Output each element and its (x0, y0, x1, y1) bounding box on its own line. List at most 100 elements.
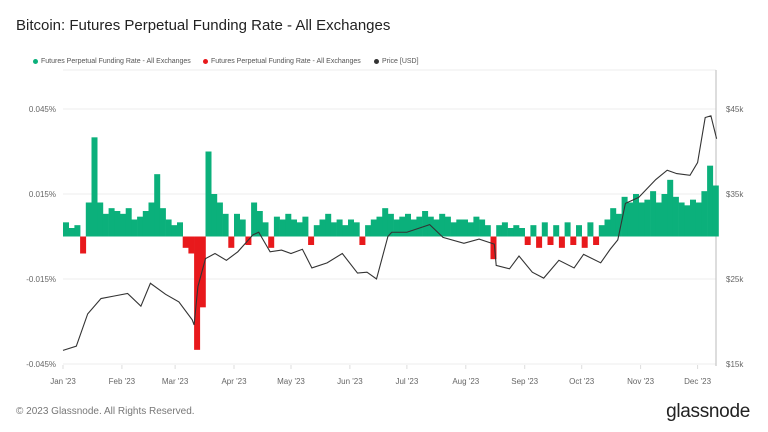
funding-bar-positive (302, 216, 309, 237)
funding-bar-positive (74, 225, 81, 237)
funding-bar-positive (638, 202, 645, 237)
funding-bar-positive (165, 219, 172, 237)
y-right-tick-label: $15k (726, 360, 744, 369)
funding-bar-positive (650, 191, 657, 237)
funding-bar-positive (291, 219, 297, 237)
funding-bar-positive (296, 222, 303, 237)
x-tick-label: Sep '23 (511, 377, 538, 386)
funding-bar-negative (359, 236, 366, 245)
funding-bar-positive (159, 208, 166, 237)
funding-bar-negative (188, 236, 195, 254)
funding-bar-positive (433, 219, 440, 237)
funding-bar-positive (450, 222, 457, 237)
legend-item-funding-negative[interactable]: Futures Perpetual Funding Rate - All Exc… (203, 58, 361, 65)
funding-bar-positive (382, 208, 389, 237)
funding-bar-positive (484, 225, 491, 237)
x-tick-label: Mar '23 (162, 377, 189, 386)
funding-bar-positive (439, 213, 446, 237)
legend-label: Futures Perpetual Funding Rate - All Exc… (41, 58, 191, 65)
funding-bar-positive (467, 222, 474, 237)
funding-bar-positive (251, 202, 258, 237)
legend-item-funding-positive[interactable]: Futures Perpetual Funding Rate - All Exc… (33, 58, 191, 65)
legend-label: Futures Perpetual Funding Rate - All Exc… (211, 58, 361, 65)
funding-bar-positive (519, 228, 525, 237)
funding-bar-positive (427, 216, 434, 237)
funding-bar-positive (501, 222, 508, 237)
x-tick-label: Oct '23 (569, 377, 595, 386)
funding-bar-positive (365, 225, 372, 237)
x-tick-label: Dec '23 (684, 377, 711, 386)
y-right-tick-label: $25k (726, 275, 744, 284)
funding-bar-positive (627, 202, 634, 237)
funding-bar-positive (285, 213, 292, 237)
funding-bar-negative (536, 236, 543, 248)
funding-bar-positive (370, 219, 377, 237)
funding-bar-negative (570, 236, 577, 245)
funding-bar-positive (273, 216, 280, 237)
funding-bar-positive (655, 202, 662, 237)
x-tick-label: Jun '23 (337, 377, 363, 386)
funding-bar-positive (137, 216, 144, 237)
y-left-tick-label: -0.045% (26, 360, 56, 369)
funding-bar-positive (393, 219, 400, 237)
funding-bar-positive (712, 185, 719, 237)
funding-bar-positive (120, 213, 126, 237)
funding-bar-positive (479, 219, 486, 237)
funding-bar-positive (256, 211, 263, 237)
y-left-tick-label: 0.015% (29, 190, 56, 199)
funding-bar-positive (91, 137, 98, 237)
x-tick-label: Jul '23 (395, 377, 418, 386)
x-tick-label: Apr '23 (221, 377, 247, 386)
funding-bar-positive (63, 222, 69, 237)
funding-bar-negative (228, 236, 235, 248)
funding-bar-positive (661, 194, 668, 237)
funding-bar-positive (399, 216, 406, 237)
funding-bar-positive (633, 194, 639, 237)
chart-title: Bitcoin: Futures Perpetual Funding Rate … (16, 17, 391, 34)
funding-bar-negative (558, 236, 565, 248)
funding-bar-positive (154, 174, 161, 237)
funding-bar-positive (621, 196, 628, 237)
x-tick-label: Nov '23 (627, 377, 654, 386)
funding-bar-positive (376, 216, 383, 237)
legend-label: Price [USD] (382, 58, 419, 65)
funding-bar-positive (564, 222, 571, 237)
funding-bar-positive (598, 225, 605, 237)
funding-bar-positive (422, 211, 429, 237)
funding-bar-positive (353, 222, 360, 237)
funding-bar-positive (604, 219, 611, 237)
funding-bar-negative (80, 236, 87, 254)
funding-bar-positive (313, 225, 320, 237)
y-left-tick-label: -0.015% (26, 275, 56, 284)
funding-bar-positive (216, 202, 223, 237)
funding-bar-positive (68, 228, 75, 237)
funding-bar-positive (330, 222, 337, 237)
funding-bar-positive (148, 202, 155, 237)
glassnode-logo: glassnode (666, 401, 750, 422)
funding-bar-positive (444, 216, 451, 237)
funding-bar-positive (85, 202, 92, 237)
funding-bar-positive (462, 219, 468, 237)
x-tick-label: May '23 (277, 377, 305, 386)
funding-bar-positive (507, 228, 514, 237)
funding-bar-positive (701, 191, 708, 237)
funding-bar-positive (513, 225, 520, 237)
funding-bar-positive (473, 216, 480, 237)
funding-bar-positive (205, 151, 212, 237)
funding-bar-positive (456, 219, 463, 237)
funding-bar-positive (576, 225, 582, 237)
legend-item-price[interactable]: Price [USD] (374, 58, 419, 65)
x-tick-label: Jan '23 (50, 377, 76, 386)
funding-bar-negative (581, 236, 588, 248)
funding-bar-positive (387, 213, 394, 237)
funding-bar-negative (182, 236, 189, 248)
funding-bar-positive (342, 225, 349, 237)
funding-bar-positive (131, 219, 138, 237)
funding-bar-negative (593, 236, 600, 245)
y-right-tick-label: $45k (726, 105, 744, 114)
legend-dot-icon (33, 59, 38, 64)
funding-bar-positive (667, 179, 674, 237)
funding-bar-positive (125, 208, 132, 237)
funding-bar-positive (325, 213, 332, 237)
funding-bar-positive (234, 213, 240, 237)
